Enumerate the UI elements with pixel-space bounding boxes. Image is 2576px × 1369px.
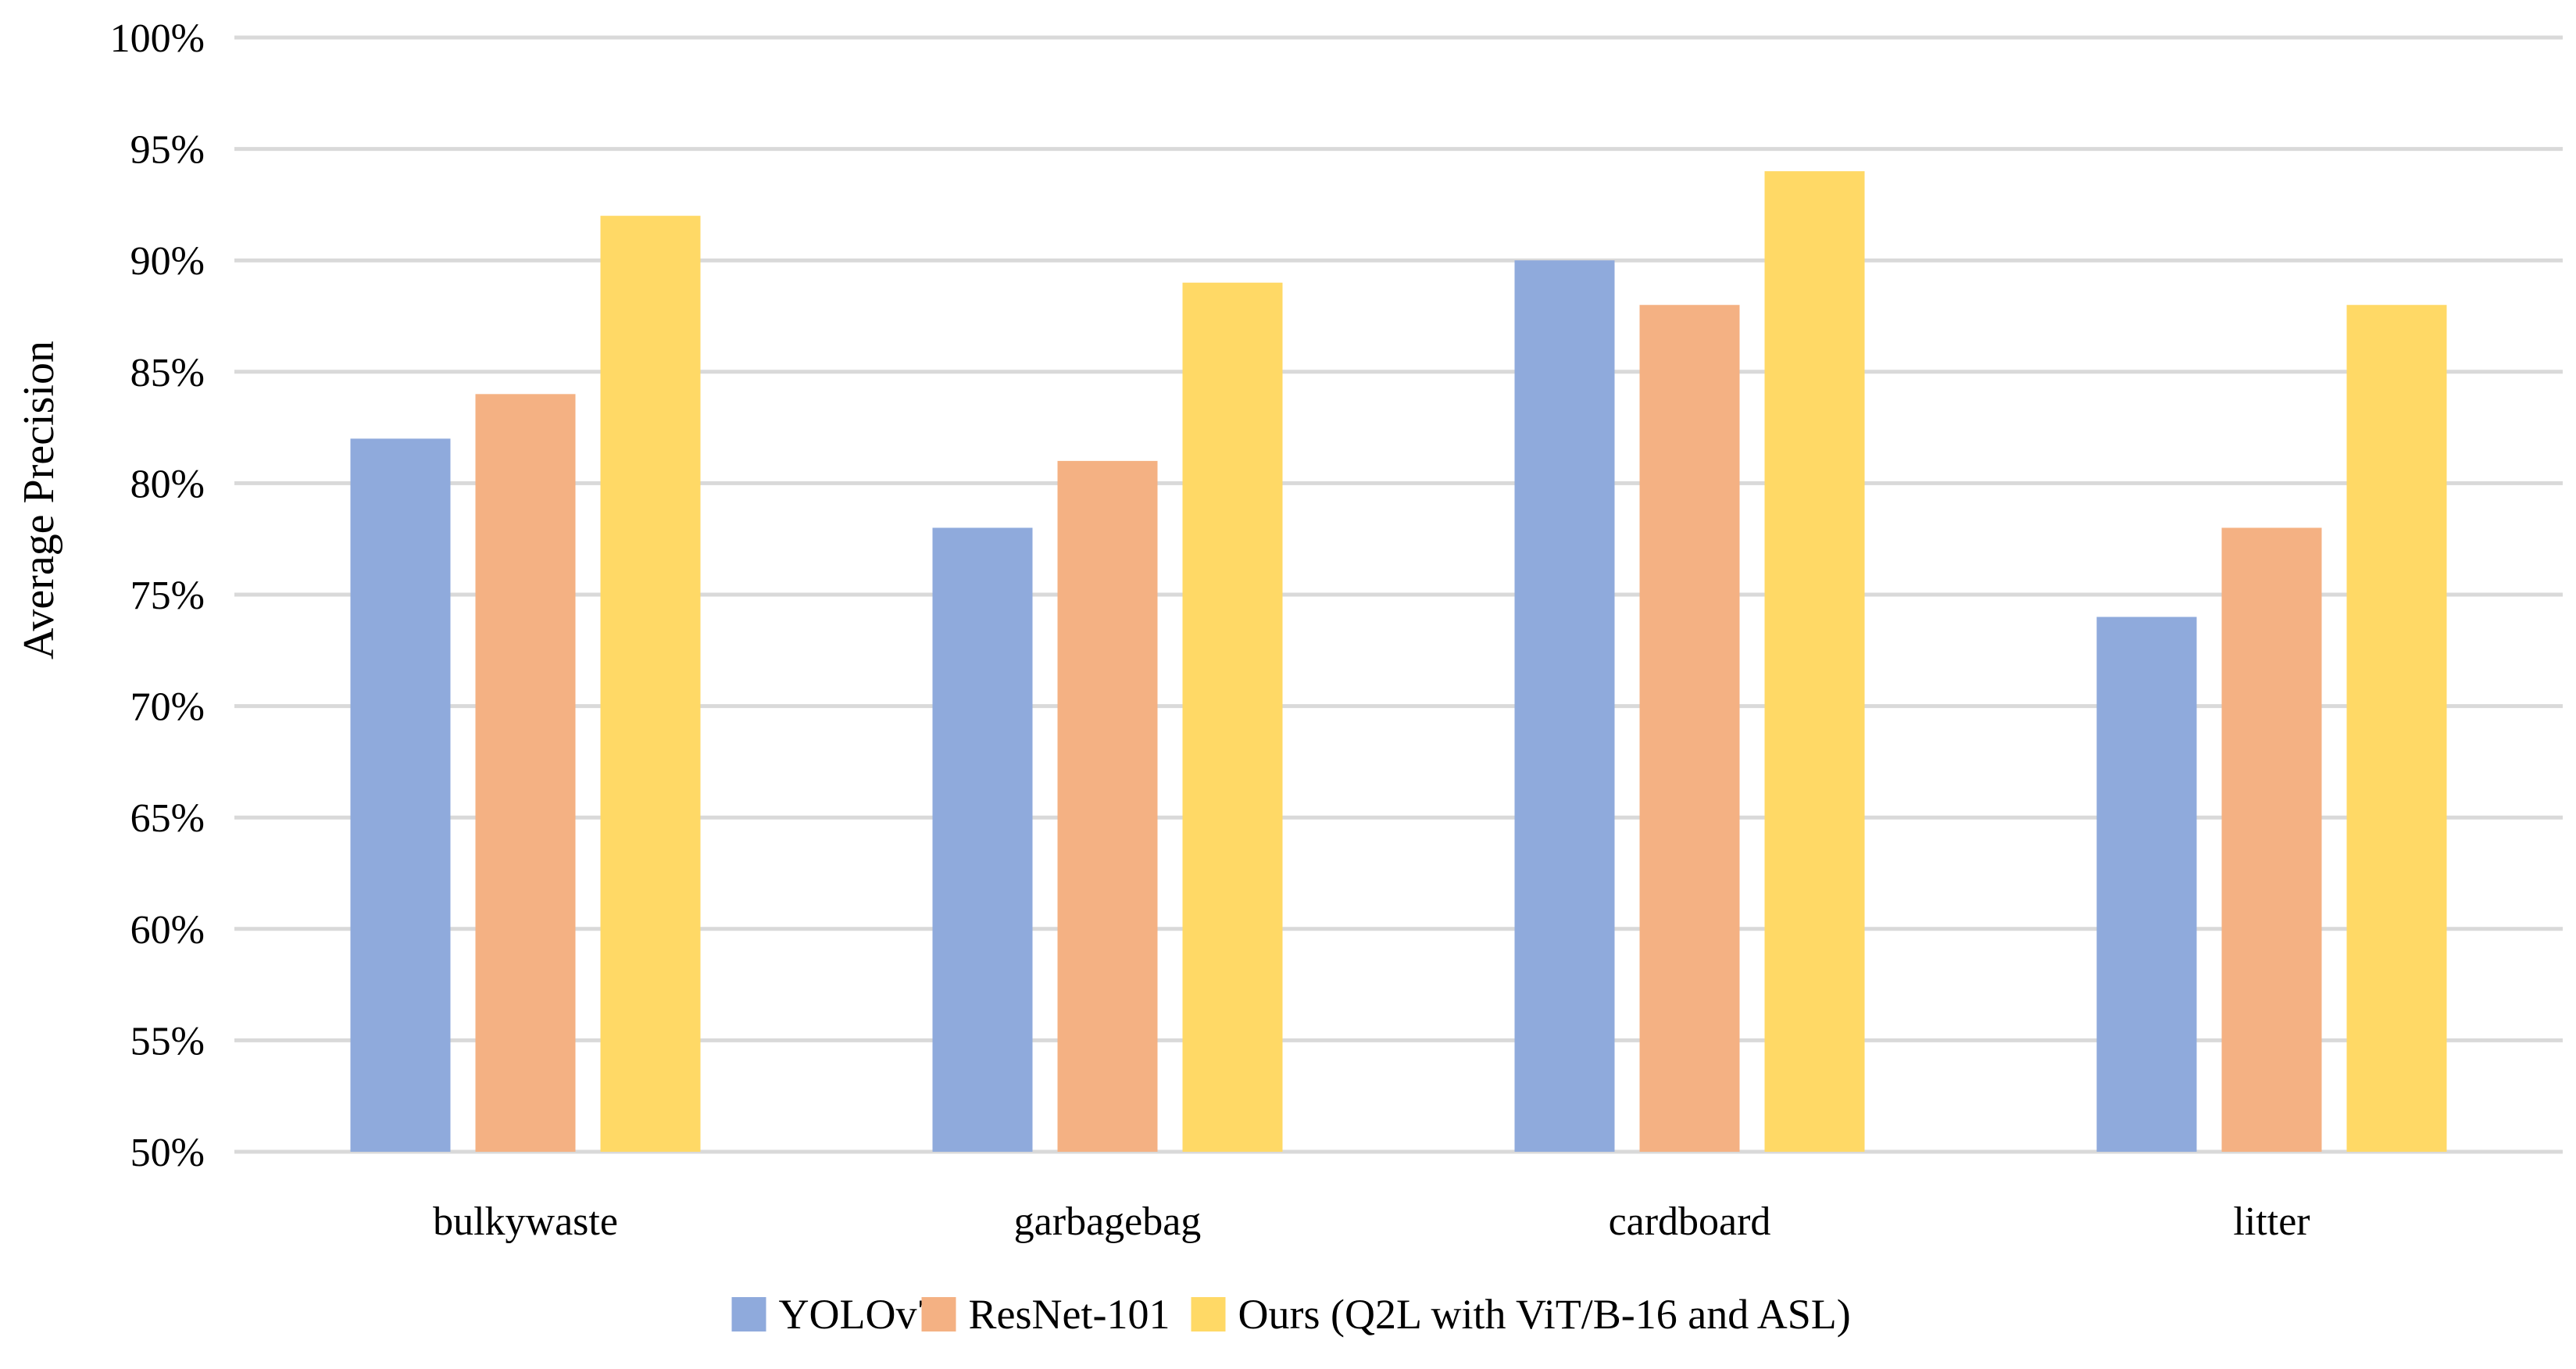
y-tick-label: 95% [130, 128, 205, 173]
y-axis-ticks: 50% 55% 60% 65% 70% 75% 80% 85% 90% 95% 100% [110, 16, 205, 1175]
bar-bulkywaste-yolov7 [350, 438, 451, 1152]
legend: YOLOv7 ResNet-101 Ours (Q2L with ViT/B-16 … [731, 1291, 1851, 1338]
x-axis-ticks: bulkywaste garbagebag cardboard litter [433, 1199, 2310, 1244]
bar-garbagebag-ours [1182, 282, 1283, 1153]
y-tick-label: 80% [130, 462, 205, 506]
y-tick-label: 85% [130, 351, 205, 395]
bar-garbagebag-resnet-101 [1057, 460, 1158, 1152]
y-tick-label: 50% [130, 1131, 205, 1175]
y-tick-label: 100% [110, 16, 205, 61]
y-tick-label: 90% [130, 239, 205, 284]
bar-cardboard-yolov7 [1514, 260, 1615, 1153]
bar-bulkywaste-resnet-101 [475, 394, 576, 1152]
legend-swatch-yolov7 [731, 1297, 766, 1331]
bar-bulkywaste-ours [600, 216, 701, 1152]
legend-swatch-resnet-101 [921, 1297, 956, 1331]
bar-litter-resnet-101 [2221, 527, 2322, 1152]
bar-cardboard-resnet-101 [1639, 305, 1740, 1152]
bar-cardboard-ours [1764, 171, 1865, 1152]
x-tick-label-bulkywaste: bulkywaste [433, 1199, 618, 1244]
bars [350, 171, 2447, 1153]
x-tick-label-garbagebag: garbagebag [1014, 1199, 1202, 1244]
bar-litter-ours [2346, 305, 2447, 1152]
y-tick-label: 60% [130, 908, 205, 953]
gridlines [234, 35, 2563, 1154]
y-tick-label: 55% [130, 1019, 205, 1063]
legend-label-yolov7: YOLOv7 [779, 1291, 938, 1338]
legend-label-ours: Ours (Q2L with ViT/B-16 and ASL) [1238, 1291, 1851, 1338]
legend-label-resnet-101: ResNet-101 [969, 1291, 1170, 1338]
bar-garbagebag-yolov7 [932, 527, 1033, 1152]
y-tick-label: 65% [130, 796, 205, 841]
y-axis-title: Average Precision [15, 341, 63, 659]
y-tick-label: 75% [130, 574, 205, 618]
legend-swatch-ours [1191, 1297, 1226, 1331]
y-tick-label: 70% [130, 685, 205, 730]
bar-litter-yolov7 [2096, 617, 2197, 1152]
x-tick-label-cardboard: cardboard [1609, 1199, 1771, 1244]
x-tick-label-litter: litter [2233, 1199, 2310, 1244]
